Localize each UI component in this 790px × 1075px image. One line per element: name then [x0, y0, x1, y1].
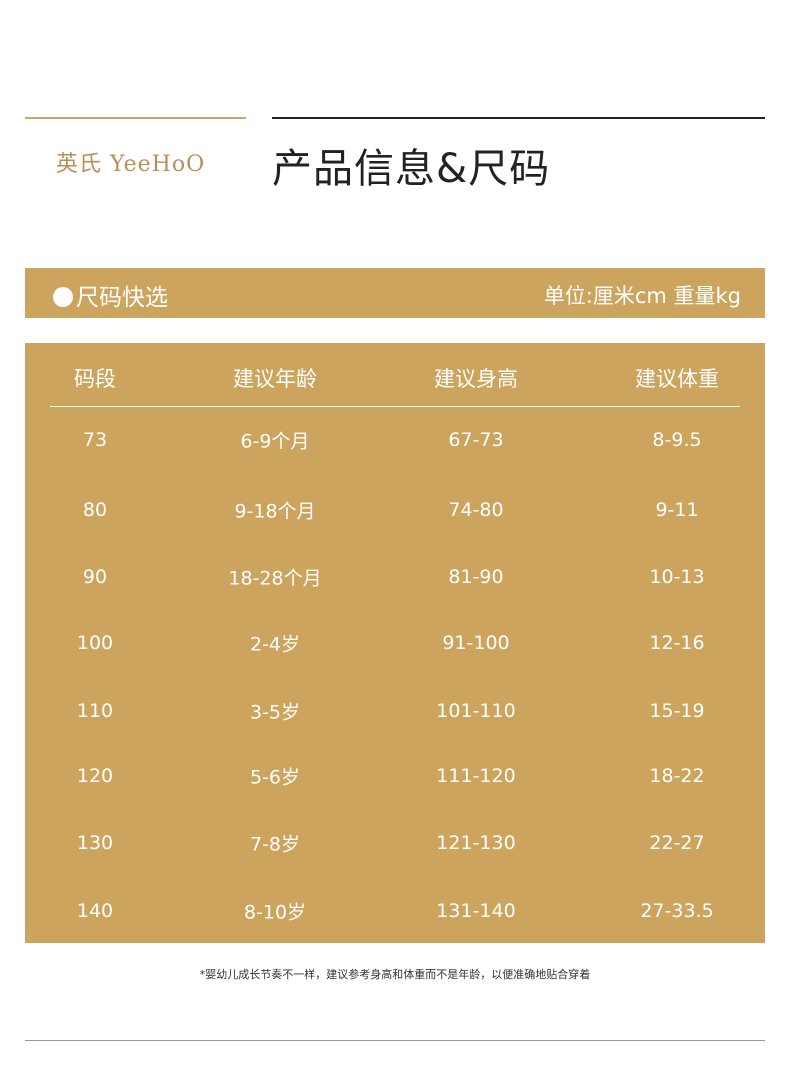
table-cell: 18-22 — [649, 765, 705, 787]
table-cell: 10-13 — [649, 566, 705, 588]
table-cell: 90 — [82, 566, 108, 588]
table-cell: 8-9.5 — [652, 429, 702, 451]
table-cell: 2-4岁 — [249, 633, 301, 656]
table-cell: 22-27 — [649, 832, 705, 854]
table-cell: 7-8岁 — [249, 833, 301, 856]
size-table: 码段 建议年龄 建议身高 建议体重 73 6-9个月 67-73 8-9.5 80 9-18个月 7… — [25, 343, 765, 943]
table-cell: 27-33.5 — [640, 900, 714, 922]
table-cell: 15-19 — [649, 700, 705, 722]
bottom-divider — [25, 1040, 765, 1041]
table-cell: 81-90 — [448, 566, 504, 588]
page-title: 产品信息&尺码 — [272, 146, 551, 192]
table-cell: 110 — [76, 700, 114, 722]
bullet-icon — [53, 287, 73, 307]
table-cell: 18-28个月 — [228, 567, 322, 590]
table-cell: 140 — [76, 900, 114, 922]
column-header: 码段 — [74, 367, 116, 391]
band-title: 尺码快选 — [76, 285, 168, 311]
brand-logo: 英氏 YeeHoO — [56, 152, 206, 177]
table-cell: 6-9个月 — [240, 430, 310, 453]
unit-label: 单位:厘米cm 重量kg — [543, 284, 741, 308]
table-cell: 80 — [82, 499, 108, 521]
gold-divider — [25, 117, 246, 119]
size-quick-select-band: 尺码快选 单位:厘米cm 重量kg — [25, 268, 765, 318]
table-cell: 8-10岁 — [243, 901, 307, 924]
table-cell: 121-130 — [436, 832, 516, 854]
table-cell: 120 — [76, 765, 114, 787]
table-cell: 130 — [76, 832, 114, 854]
table-cell: 3-5岁 — [249, 701, 301, 724]
footnote: *婴幼儿成长节奏不一样，建议参考身高和体重而不是年龄，以便准确地贴合穿着 — [199, 968, 591, 981]
column-header: 建议身高 — [434, 367, 518, 391]
column-header: 建议体重 — [635, 367, 719, 391]
table-cell: 100 — [76, 632, 114, 654]
table-cell: 101-110 — [436, 700, 516, 722]
table-cell: 131-140 — [436, 900, 516, 922]
table-cell: 73 — [82, 429, 108, 451]
table-cell: 5-6岁 — [249, 766, 301, 789]
header-divider — [50, 406, 740, 407]
table-cell: 74-80 — [448, 499, 504, 521]
table-cell: 91-100 — [442, 632, 510, 654]
black-divider — [272, 117, 765, 119]
table-cell: 9-11 — [655, 499, 699, 521]
table-cell: 9-18个月 — [234, 500, 316, 523]
table-cell: 67-73 — [448, 429, 504, 451]
column-header: 建议年龄 — [233, 367, 317, 391]
table-cell: 12-16 — [649, 632, 705, 654]
table-cell: 111-120 — [436, 765, 516, 787]
